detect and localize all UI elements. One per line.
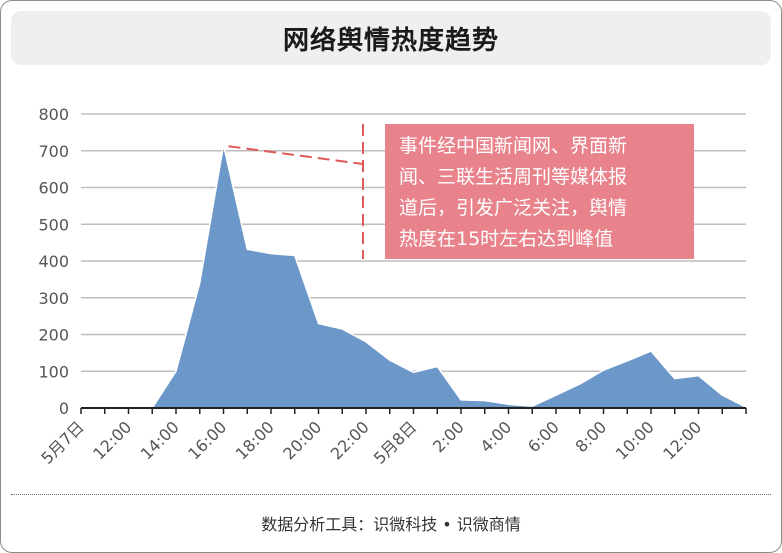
- y-tick-label: 300: [38, 289, 69, 308]
- annotation-line: 热度在15时左右达到峰值: [399, 228, 614, 250]
- annotation-line: 道后，引发广泛关注，舆情: [399, 197, 628, 219]
- x-tick-label: 8:00: [571, 417, 610, 456]
- x-tick-label: 14:00: [137, 417, 183, 463]
- y-tick-label: 700: [38, 142, 69, 161]
- footer-divider: [11, 494, 771, 495]
- x-tick-label: 6:00: [524, 417, 563, 456]
- x-tick-label: 4:00: [476, 417, 515, 456]
- x-tick-label: 5月8日: [370, 417, 420, 467]
- y-tick-label: 200: [38, 326, 69, 345]
- x-tick-label: 12:00: [659, 417, 705, 463]
- x-tick-label: 20:00: [279, 417, 325, 463]
- y-tick-label: 400: [38, 252, 69, 271]
- annotation-connector: [228, 145, 364, 165]
- y-tick-label: 800: [38, 105, 69, 124]
- x-tick-label: 18:00: [232, 417, 278, 463]
- y-tick-label: 600: [38, 179, 69, 198]
- x-tick-label: 12:00: [89, 417, 135, 463]
- x-tick-label: 2:00: [429, 417, 468, 456]
- chart-title: 网络舆情热度趋势: [282, 25, 499, 56]
- y-tick-label: 100: [38, 362, 69, 381]
- y-tick-label: 0: [59, 399, 69, 418]
- annotation-line: 闻、三联生活周刊等媒体报: [399, 166, 628, 188]
- series-area: [80, 144, 747, 409]
- x-tick-label: 10:00: [612, 417, 658, 463]
- y-tick-label: 500: [38, 215, 69, 234]
- x-tick-label: 22:00: [327, 417, 373, 463]
- annotation-line: 事件经中国新闻网、界面新: [399, 135, 628, 157]
- x-tick-label: 16:00: [184, 417, 230, 463]
- x-tick-label: 5月7日: [37, 417, 87, 467]
- annotation-box: 事件经中国新闻网、界面新 闻、三联生活周刊等媒体报 道后，引发广泛关注，舆情 热…: [385, 124, 694, 259]
- title-bar: 网络舆情热度趋势: [11, 11, 771, 65]
- footer-credit: 数据分析工具：识微科技 • 识微商情: [261, 515, 521, 534]
